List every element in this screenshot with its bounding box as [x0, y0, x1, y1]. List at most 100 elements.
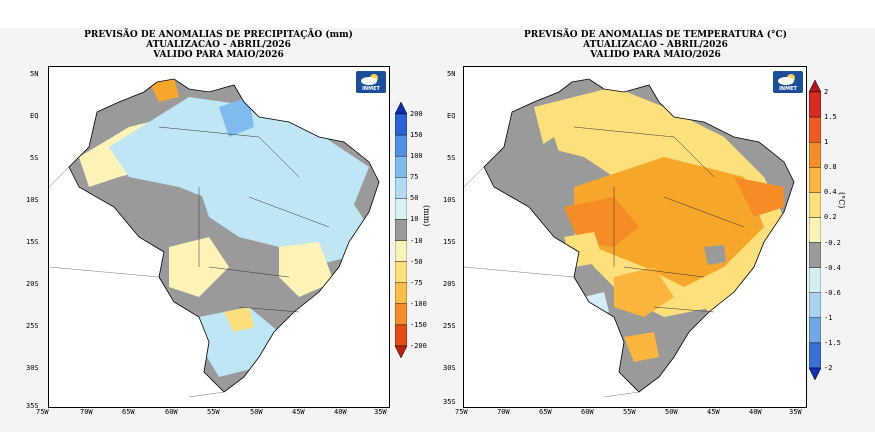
lat-label: 20S: [26, 280, 39, 288]
precip-map: [49, 67, 389, 407]
colorbar-segment: [809, 267, 821, 293]
lat-label: EQ: [30, 112, 39, 120]
lat-label: 35S: [443, 398, 456, 406]
lon-label: 40W: [334, 408, 347, 416]
lat-label: 5N: [447, 70, 456, 78]
colorbar-tick-label: 100: [410, 152, 423, 161]
temp-map: [464, 67, 806, 407]
colorbar-segment: [395, 261, 407, 283]
top-band: [0, 0, 875, 28]
inmet-logo-text: INMET: [362, 86, 380, 92]
precip-colorbar: [395, 102, 407, 358]
lon-label: 70W: [497, 408, 510, 416]
colorbar-segment: [395, 303, 407, 326]
precip-map-frame: INMET: [48, 66, 390, 408]
lon-label: 50W: [250, 408, 263, 416]
colorbar-segment: [809, 167, 821, 193]
colorbar-segment: [809, 292, 821, 319]
colorbar-tick-label: -1: [824, 313, 833, 322]
colorbar-tick-label: 200: [410, 110, 423, 118]
inmet-logo: INMET: [773, 71, 803, 93]
colorbar-tick-label: 1: [824, 138, 829, 147]
lon-label: 45W: [292, 408, 305, 416]
temp-title-line-2: ATUALIZACAO - ABRIL/2026: [583, 40, 728, 50]
inmet-logo: INMET: [356, 71, 386, 93]
precip-title-line-2: ATUALIZACAO - ABRIL/2026: [146, 40, 291, 50]
colorbar-tick-label: 75: [410, 173, 419, 182]
lat-label: 25S: [443, 322, 456, 330]
colorbar-segment: [809, 242, 821, 268]
colorbar-top-arrow: [395, 102, 407, 115]
lat-label: EQ: [447, 112, 456, 120]
colorbar-segment: [809, 192, 821, 218]
lon-label: 75W: [36, 408, 49, 416]
temp-map-frame: INMET: [463, 66, 807, 408]
colorbar-tick-label: 0.8: [824, 163, 837, 172]
lon-label: 35W: [789, 408, 802, 416]
lon-label: 65W: [539, 408, 552, 416]
colorbar-tick-label: -2: [824, 364, 833, 372]
colorbar-tick-label: -0.2: [824, 238, 841, 247]
colorbar-tick-label: 2: [824, 88, 829, 96]
colorbar-top-arrow: [809, 80, 821, 93]
lat-label: 15S: [443, 238, 456, 246]
temp-unit-label: (°C): [837, 192, 846, 209]
precip-unit-label: (mm): [422, 205, 431, 227]
colorbar-tick-label: -1.5: [824, 338, 841, 347]
lat-label: 35S: [26, 402, 39, 410]
colorbar-segment: [395, 198, 407, 220]
colorbar-segment: [395, 282, 407, 305]
colorbar-tick-label: -200: [410, 342, 427, 350]
precip-title-line-1: PREVISÃO DE ANOMALIAS DE PRECIPITAÇÃO (m…: [84, 30, 353, 40]
colorbar-segment: [395, 177, 407, 199]
colorbar-tick-label: 1.5: [824, 113, 837, 122]
lat-label: 15S: [26, 238, 39, 246]
colorbar-segment: [395, 240, 407, 262]
lat-label: 20S: [443, 280, 456, 288]
colorbar-tick-label: -0.6: [824, 288, 841, 297]
lat-label: 5S: [30, 154, 39, 162]
lon-label: 70W: [80, 408, 93, 416]
colorbar-tick-label: 0.4: [824, 188, 837, 197]
lat-label: 10S: [26, 196, 39, 204]
lon-label: 50W: [665, 408, 678, 416]
precip-title-line-3: VALIDO PARA MAIO/2026: [153, 50, 284, 60]
colorbar-tick-label: -100: [410, 299, 427, 308]
colorbar-segment: [809, 217, 821, 243]
colorbar-segment: [395, 155, 407, 178]
colorbar-segment: [809, 141, 821, 168]
colorbar-tick-label: 10: [410, 215, 419, 224]
lon-label: 35W: [374, 408, 387, 416]
colorbar-tick-label: 150: [410, 131, 423, 140]
colorbar-tick-label: 50: [410, 194, 419, 203]
lat-label: 5S: [447, 154, 456, 162]
temp-title-line-1: PREVISÃO DE ANOMALIAS DE TEMPERATURA (°C…: [524, 30, 787, 40]
colorbar-tick-label: -50: [410, 257, 423, 266]
lon-label: 65W: [122, 408, 135, 416]
colorbar-segment: [809, 91, 821, 118]
inmet-logo-text: INMET: [779, 86, 797, 92]
colorbar-tick-label: -0.4: [824, 263, 841, 272]
colorbar-segment: [395, 219, 407, 241]
lat-label: 10S: [443, 196, 456, 204]
cloud-sun-icon: [778, 74, 795, 85]
colorbar-bottom-arrow: [809, 367, 821, 380]
colorbar-segment: [809, 116, 821, 143]
colorbar-segment: [395, 324, 407, 347]
lat-label: 25S: [26, 322, 39, 330]
lon-label: 60W: [165, 408, 178, 416]
colorbar-segment: [395, 113, 407, 136]
lat-label: 30S: [443, 364, 456, 372]
colorbar-segment: [809, 342, 821, 369]
lon-label: 40W: [749, 408, 762, 416]
lon-label: 55W: [207, 408, 220, 416]
lon-label: 55W: [623, 408, 636, 416]
colorbar-segment: [395, 134, 407, 157]
colorbar-tick-label: -150: [410, 320, 427, 329]
lat-label: 30S: [26, 364, 39, 372]
cloud-sun-icon: [361, 74, 378, 85]
lon-label: 45W: [707, 408, 720, 416]
lon-label: 75W: [455, 408, 468, 416]
lon-label: 60W: [581, 408, 594, 416]
lat-label: 5N: [30, 70, 39, 78]
